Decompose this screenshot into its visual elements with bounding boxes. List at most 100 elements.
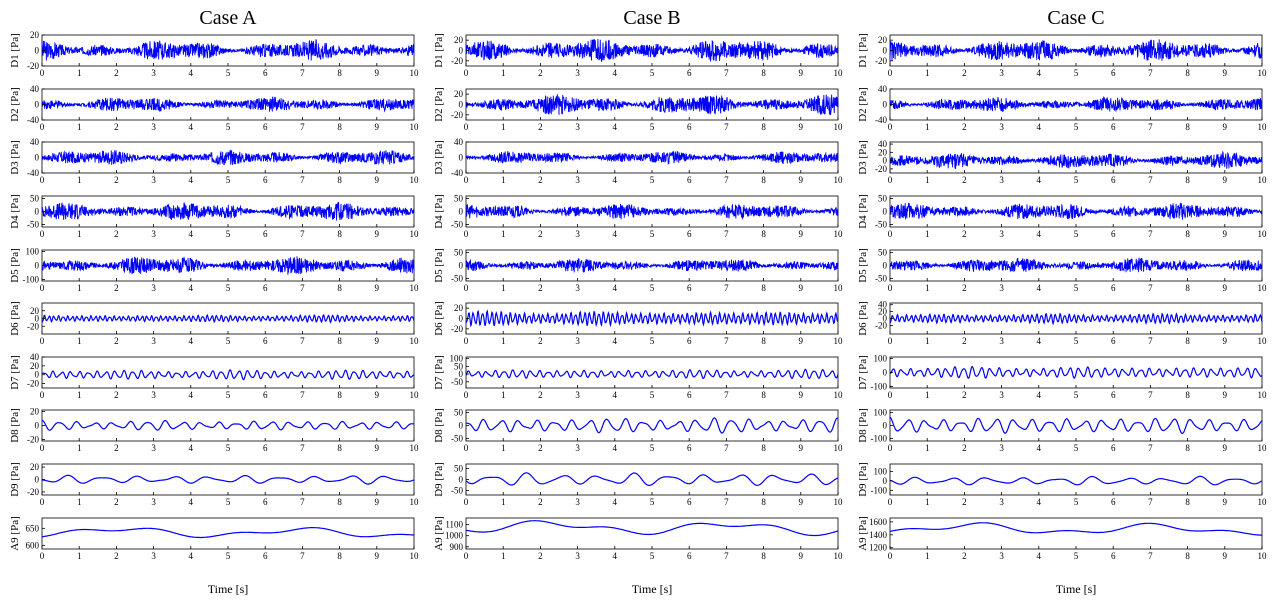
x-tick-label: 1 — [925, 336, 930, 346]
signal-line — [889, 365, 1263, 379]
signal-line — [465, 368, 839, 380]
y-axis-label: D2 [Pa] — [857, 87, 869, 122]
x-tick-label: 4 — [189, 443, 194, 453]
x-tick-label: 1 — [925, 551, 930, 561]
x-tick-label: 6 — [687, 122, 692, 132]
x-tick-label: 2 — [962, 336, 967, 346]
x-tick-label: 8 — [1185, 175, 1190, 185]
y-tick-label: 40 — [454, 137, 464, 147]
x-tick-label: 2 — [114, 336, 119, 346]
y-tick-label: 0 — [883, 476, 888, 486]
x-tick-label: 6 — [687, 551, 692, 561]
y-tick-label: 20 — [878, 307, 888, 317]
y-tick-label: -20 — [875, 320, 887, 330]
signal-line — [465, 38, 839, 62]
y-tick-label: 0 — [35, 314, 40, 324]
x-tick-label: 5 — [650, 551, 655, 561]
y-tick-label: -100 — [871, 382, 888, 392]
x-tick-label: 10 — [834, 336, 844, 346]
x-tick-label: 6 — [687, 283, 692, 293]
x-tick-label: 7 — [1148, 336, 1153, 346]
x-tick-label: 2 — [114, 551, 119, 561]
x-tick-label: 9 — [375, 122, 380, 132]
x-tick-label: 6 — [1111, 175, 1116, 185]
y-tick-label: 0 — [459, 207, 464, 217]
y-tick-label: 100 — [874, 408, 888, 418]
y-tick-label: 0 — [459, 100, 464, 110]
y-axis-label: D8 [Pa] — [857, 408, 869, 443]
x-tick-label: 3 — [575, 68, 580, 78]
x-tick-label: 6 — [687, 68, 692, 78]
x-tick-label: 5 — [226, 390, 231, 400]
x-tick-label: 1 — [77, 283, 82, 293]
x-tick-label: 4 — [1037, 551, 1042, 561]
y-tick-label: 50 — [454, 248, 464, 258]
x-tick-label: 5 — [226, 497, 231, 507]
x-tick-label: 8 — [761, 283, 766, 293]
x-tick-label: 5 — [226, 175, 231, 185]
x-tick-label: 9 — [375, 551, 380, 561]
x-tick-label: 3 — [151, 443, 156, 453]
x-tick-label: 7 — [1148, 443, 1153, 453]
y-tick-label: 40 — [30, 84, 40, 94]
y-axis-label: D2 [Pa] — [9, 87, 21, 122]
x-tick-label: 5 — [1074, 122, 1079, 132]
x-tick-label: 3 — [151, 175, 156, 185]
signal-line — [465, 417, 839, 434]
x-tick-label: 5 — [226, 443, 231, 453]
x-tick-label: 9 — [375, 283, 380, 293]
x-tick-label: 9 — [375, 443, 380, 453]
x-tick-label: 8 — [761, 497, 766, 507]
y-tick-label: -20 — [451, 110, 463, 120]
y-tick-label: -40 — [27, 115, 39, 125]
y-axis-label: D4 [Pa] — [433, 194, 445, 229]
x-tick-label: 10 — [410, 229, 420, 239]
x-tick-label: 7 — [300, 68, 305, 78]
x-tick-label: 4 — [613, 551, 618, 561]
x-tick-label: 8 — [337, 497, 342, 507]
x-tick-label: 5 — [1074, 390, 1079, 400]
y-tick-label: 0 — [35, 153, 40, 163]
x-tick-label: 1 — [925, 390, 930, 400]
y-tick-label: 40 — [878, 139, 888, 149]
x-tick-label: 5 — [1074, 443, 1079, 453]
y-tick-label: -20 — [27, 321, 39, 331]
signal-line — [889, 202, 1263, 220]
x-tick-label: 9 — [1223, 390, 1228, 400]
x-tick-label: 2 — [962, 229, 967, 239]
x-tick-label: 6 — [1111, 283, 1116, 293]
signal-line — [41, 149, 415, 166]
x-tick-label: 1 — [925, 497, 930, 507]
x-tick-label: 6 — [263, 122, 268, 132]
x-tick-label: 0 — [40, 497, 45, 507]
x-tick-label: 10 — [1258, 497, 1268, 507]
x-tick-label: 1 — [501, 497, 506, 507]
x-tick-label: 6 — [1111, 229, 1116, 239]
x-tick-label: 0 — [888, 122, 893, 132]
y-tick-label: -20 — [27, 435, 39, 445]
x-tick-label: 4 — [1037, 68, 1042, 78]
x-tick-label: 2 — [962, 551, 967, 561]
x-tick-label: 7 — [300, 175, 305, 185]
x-tick-label: 9 — [1223, 175, 1228, 185]
y-tick-label: 20 — [30, 306, 40, 316]
x-tick-label: 1 — [501, 229, 506, 239]
x-tick-label: 3 — [575, 336, 580, 346]
x-tick-label: 5 — [650, 283, 655, 293]
y-tick-label: -20 — [451, 56, 463, 66]
x-tick-label: 9 — [375, 390, 380, 400]
x-tick-label: 8 — [337, 283, 342, 293]
x-tick-label: 10 — [834, 68, 844, 78]
x-tick-label: 9 — [799, 229, 804, 239]
signal-line — [889, 150, 1263, 170]
signal-line — [889, 312, 1263, 326]
signal-line — [465, 150, 839, 165]
y-tick-label: 0 — [459, 261, 464, 271]
